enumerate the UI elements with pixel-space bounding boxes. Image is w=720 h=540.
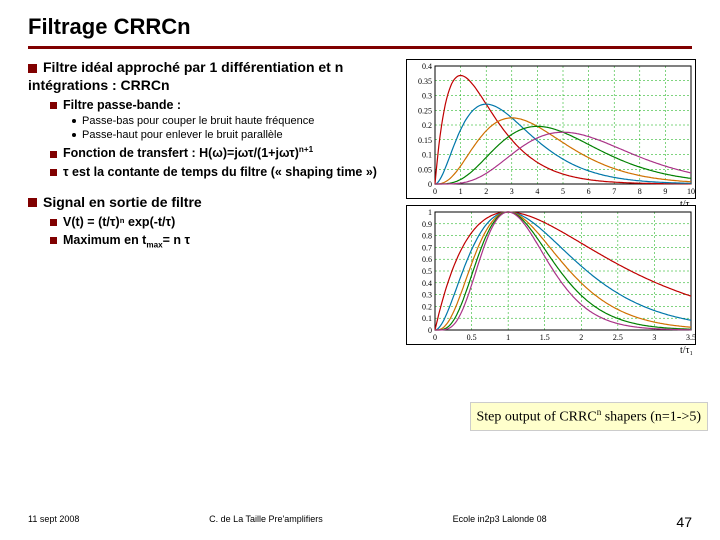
svg-text:0.5: 0.5: [422, 267, 432, 276]
svg-text:3: 3: [510, 187, 514, 196]
svg-text:3: 3: [652, 333, 656, 342]
svg-text:0: 0: [433, 187, 437, 196]
svg-text:0.6: 0.6: [422, 255, 432, 264]
svg-text:0.8: 0.8: [422, 232, 432, 241]
svg-text:8: 8: [638, 187, 642, 196]
svg-text:10: 10: [687, 187, 695, 196]
footer-center: C. de La Taille Pre'amplifiers: [209, 514, 323, 530]
svg-text:0.5: 0.5: [467, 333, 477, 342]
svg-text:0.05: 0.05: [418, 165, 432, 174]
svg-text:0.9: 0.9: [422, 220, 432, 229]
bullet-sub-1c: τ est la contante de temps du filtre (« …: [50, 165, 398, 180]
svg-text:0.25: 0.25: [418, 106, 432, 115]
svg-text:0.2: 0.2: [422, 302, 432, 311]
bullet-sub-2a: V(t) = (t/τ)ⁿ exp(-t/τ): [50, 215, 398, 230]
svg-text:0.1: 0.1: [422, 314, 432, 323]
svg-text:7: 7: [612, 187, 616, 196]
chart-bottom: 0 0.5 1 1.5 2 2.5 3 3.5 0 0.1 0.2 0.3 0.4 0.5 0.6 0.7 0.…: [406, 205, 696, 345]
svg-text:5: 5: [561, 187, 565, 196]
svg-text:0.2: 0.2: [422, 121, 432, 130]
caption-box: Step output of CRRCn shapers (n=1->5): [470, 402, 709, 431]
svg-text:0.7: 0.7: [422, 243, 432, 252]
footer-page: 47: [676, 514, 692, 530]
svg-text:3.5: 3.5: [686, 333, 696, 342]
svg-text:0: 0: [433, 333, 437, 342]
svg-text:0: 0: [428, 180, 432, 189]
slide-title: Filtrage CRRCn: [28, 14, 692, 40]
chart-bottom-xlabel: t/τ₁: [680, 345, 693, 356]
svg-text:6: 6: [587, 187, 591, 196]
bullet-sub-1a-i: Passe-bas pour couper le bruit haute fré…: [72, 115, 398, 128]
bullet-sub-1a: Filtre passe-bande :: [50, 98, 398, 113]
svg-text:1: 1: [506, 333, 510, 342]
svg-text:0.4: 0.4: [422, 62, 432, 71]
svg-text:0.4: 0.4: [422, 279, 432, 288]
svg-text:0.15: 0.15: [418, 136, 432, 145]
svg-text:1.5: 1.5: [540, 333, 550, 342]
svg-text:0.3: 0.3: [422, 92, 432, 101]
svg-text:2: 2: [579, 333, 583, 342]
bullet-sub-2b: Maximum en tmax= n τ: [50, 233, 398, 250]
svg-text:0: 0: [428, 326, 432, 335]
footer: 11 sept 2008 C. de La Taille Pre'amplifi…: [0, 514, 720, 530]
text-column: Filtre idéal approché par 1 différentiat…: [28, 59, 398, 345]
svg-text:9: 9: [663, 187, 667, 196]
svg-text:0.1: 0.1: [422, 151, 432, 160]
title-rule: [28, 46, 692, 49]
chart-top: 0 1 2 3 4 5 6 7 8 9 10 0 0.05 0.1 0.15 0.2 0.25 0.3 0.35 0.…: [406, 59, 696, 199]
svg-text:0.3: 0.3: [422, 291, 432, 300]
svg-text:0.35: 0.35: [418, 77, 432, 86]
svg-text:1: 1: [459, 187, 463, 196]
svg-text:2.5: 2.5: [613, 333, 623, 342]
bullet-main-2: Signal en sortie de filtre: [28, 194, 398, 212]
bullet-sub-1b: Fonction de transfert : H(ω)=jωτ/(1+jωτ)…: [50, 145, 398, 161]
footer-right: Ecole in2p3 Lalonde 08: [453, 514, 547, 530]
bullet-sub-1a-ii: Passe-haut pour enlever le bruit parallè…: [72, 129, 398, 142]
svg-text:1: 1: [428, 208, 432, 217]
footer-date: 11 sept 2008: [28, 514, 79, 530]
svg-text:4: 4: [535, 187, 539, 196]
svg-text:2: 2: [484, 187, 488, 196]
bullet-main-1: Filtre idéal approché par 1 différentiat…: [28, 59, 398, 94]
